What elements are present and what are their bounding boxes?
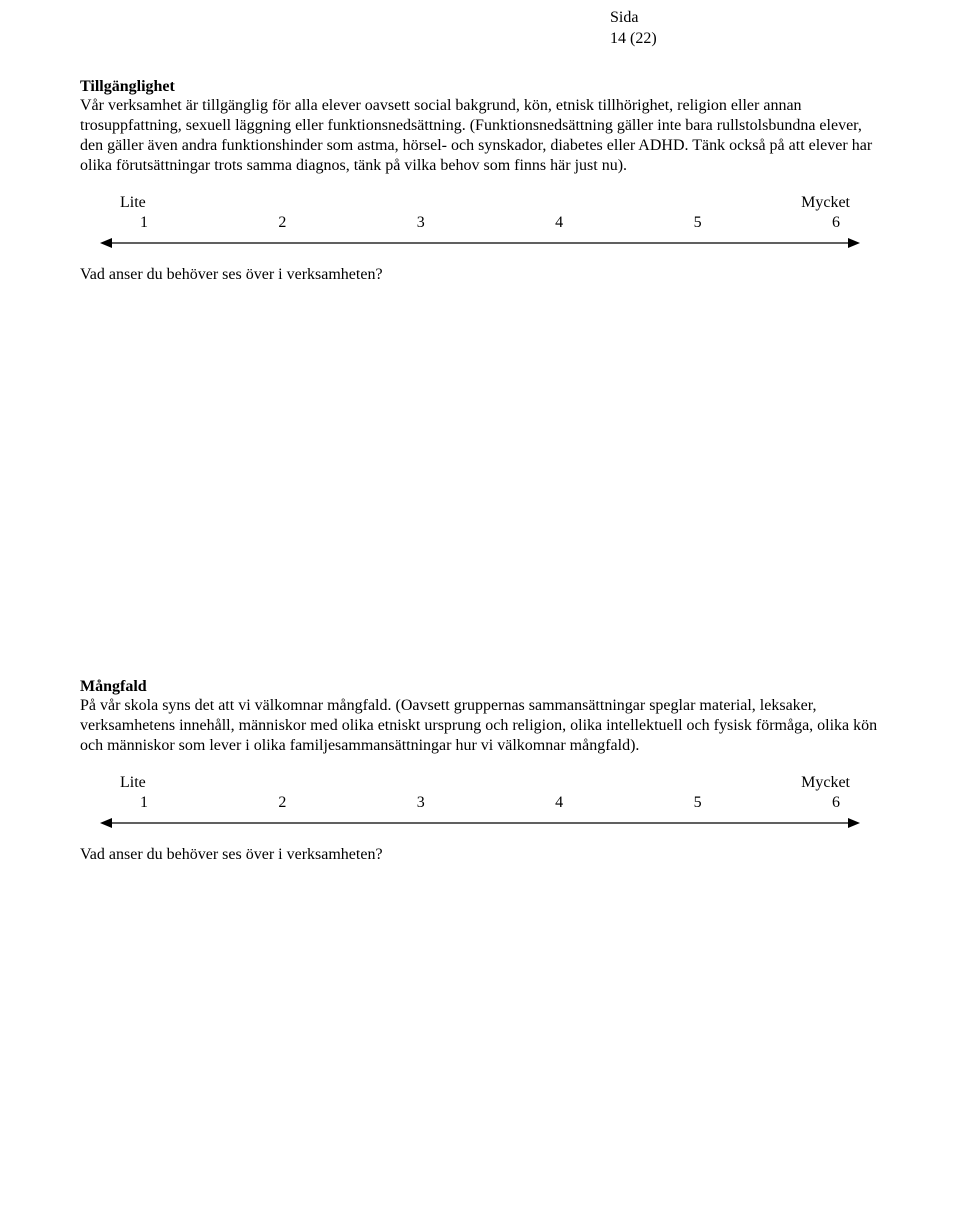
scale-tick-1: 1 xyxy=(140,794,148,812)
scale-tick-6: 6 xyxy=(832,794,840,812)
sida-label: Sida xyxy=(610,8,880,29)
scale-numbers: 1 2 3 4 5 6 xyxy=(80,214,880,232)
scale-end-labels: Lite Mycket xyxy=(80,774,880,792)
page-number: 14 (22) xyxy=(610,29,880,50)
section-body: På vår skola syns det att vi välkomnar m… xyxy=(80,696,880,756)
scale-tick-2: 2 xyxy=(278,794,286,812)
section-body: Vår verksamhet är tillgänglig för alla e… xyxy=(80,96,880,176)
scale-tick-6: 6 xyxy=(832,214,840,232)
page-header: Sida 14 (22) xyxy=(610,8,880,50)
scale-tick-2: 2 xyxy=(278,214,286,232)
followup-question: Vad anser du behöver ses över i verksamh… xyxy=(80,266,880,284)
scale-numbers: 1 2 3 4 5 6 xyxy=(80,794,880,812)
double-arrow-icon xyxy=(100,236,860,250)
scale-tick-3: 3 xyxy=(417,214,425,232)
section-heading: Tillgänglighet xyxy=(80,78,175,95)
double-arrow-icon xyxy=(100,816,860,830)
document-page: Sida 14 (22) Tillgänglighet Vår verksamh… xyxy=(0,0,960,1216)
blank-space xyxy=(80,308,880,678)
section-mangfald: Mångfald På vår skola syns det att vi vä… xyxy=(80,678,880,864)
scale-left-label: Lite xyxy=(120,194,146,212)
scale-left-label: Lite xyxy=(120,774,146,792)
scale-tick-1: 1 xyxy=(140,214,148,232)
section-heading: Mångfald xyxy=(80,678,147,695)
scale-right-label: Mycket xyxy=(801,774,850,792)
scale-end-labels: Lite Mycket xyxy=(80,194,880,212)
scale-tick-5: 5 xyxy=(694,794,702,812)
scale-tick-4: 4 xyxy=(555,214,563,232)
followup-question: Vad anser du behöver ses över i verksamh… xyxy=(80,846,880,864)
scale-tick-4: 4 xyxy=(555,794,563,812)
scale-right-label: Mycket xyxy=(801,194,850,212)
section-tillganglighet: Tillgänglighet Vår verksamhet är tillgän… xyxy=(80,78,880,284)
rating-scale: Lite Mycket 1 2 3 4 5 6 xyxy=(80,194,880,250)
rating-scale: Lite Mycket 1 2 3 4 5 6 xyxy=(80,774,880,830)
scale-tick-3: 3 xyxy=(417,794,425,812)
scale-tick-5: 5 xyxy=(694,214,702,232)
